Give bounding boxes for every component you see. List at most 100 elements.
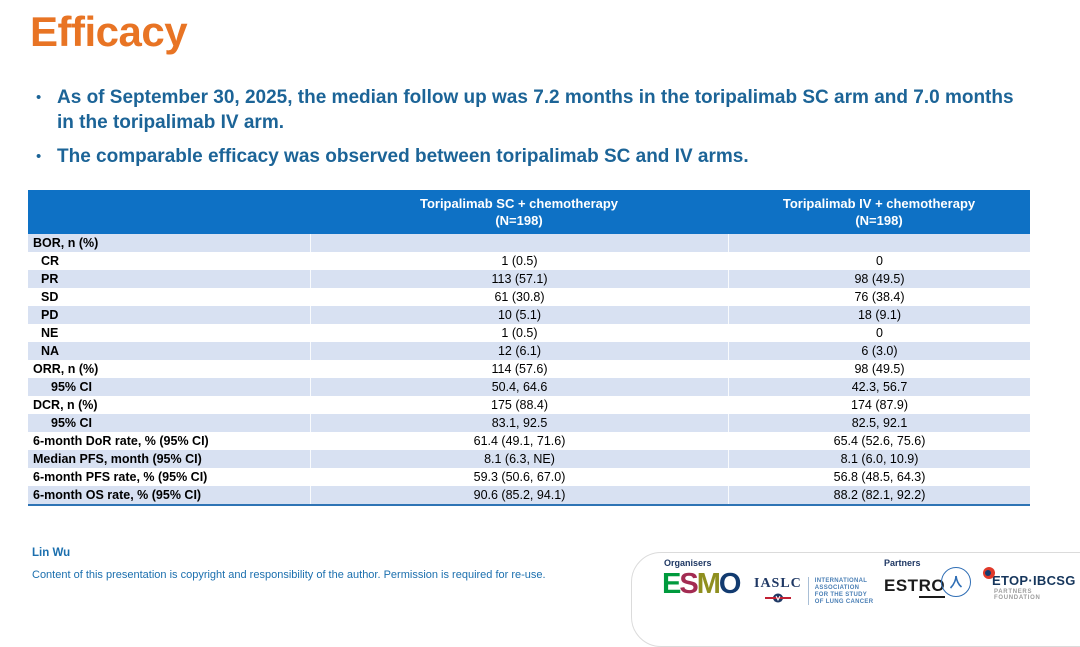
row-value-sc: 10 (5.1) [310,306,728,324]
row-label: DCR, n (%) [33,398,98,412]
row-label: 6-month PFS rate, % (95% CI) [33,470,208,484]
etop-subtitle: PARTNERS FOUNDATION [994,589,1041,601]
row-label: NE [41,326,59,340]
row-label: NA [41,344,60,358]
table-row: Median PFS, month (95% CI) 8.1 (6.3, NE)… [28,450,1030,468]
copyright-text: Content of this presentation is copyrigh… [32,569,546,581]
row-value-iv: 8.1 (6.0, 10.9) [728,450,1030,468]
person-icon [949,575,963,589]
bullet-list: As of September 30, 2025, the median fol… [36,85,1026,178]
bullet-text: As of September 30, 2025, the median fol… [57,87,1014,133]
table-row: NA 12 (6.1) 6 (3.0) [28,342,1030,360]
esmo-logo: ESMO [662,568,742,601]
row-value-iv: 88.2 (82.1, 92.2) [728,486,1030,504]
row-value-sc: 113 (57.1) [310,270,728,288]
table-row: 6-month OS rate, % (95% CI) 90.6 (85.2, … [28,486,1030,504]
row-value-iv: 42.3, 56.7 [728,378,1030,396]
etop-ibcsg-logo: ETOP·IBCSG PARTNERS FOUNDATION [983,567,1080,601]
header-cell-sc: Toripalimab SC + chemotherapy (N=198) [310,190,728,234]
author-name: Lin Wu [32,547,71,559]
iaslc-logo: IASLC INTERNATIONAL ASSOCIATION FOR THE … [754,576,873,606]
esmo-letter: M [696,568,721,600]
iaslc-fullname: INTERNATIONAL ASSOCIATION FOR THE STUDY … [814,578,874,605]
row-label: 6-month OS rate, % (95% CI) [33,488,202,502]
bullet-item: The comparable efficacy was observed bet… [36,144,1026,169]
row-value-sc: 61 (30.8) [310,288,728,306]
table-header-row: Toripalimab SC + chemotherapy (N=198) To… [28,190,1030,234]
row-label: BOR, n (%) [33,236,99,250]
header-label-cell [28,190,310,234]
row-value-iv: 82.5, 92.1 [728,414,1030,432]
bullet-icon [36,144,57,169]
table-row: CR 1 (0.5) 0 [28,252,1030,270]
bullet-icon [36,85,57,135]
etop-globe-icon [983,567,995,579]
row-value-sc: 114 (57.6) [310,360,728,378]
header-cell-iv: Toripalimab IV + chemotherapy (N=198) [728,190,1030,234]
estro-text: EST [884,576,919,595]
col-iv-n: (N=198) [855,213,903,228]
row-value-iv: 56.8 (48.5, 64.3) [728,468,1030,486]
row-value-sc: 50.4, 64.6 [310,378,728,396]
col-sc-title: Toripalimab SC + chemotherapy [419,196,619,211]
row-label: 95% CI [51,416,92,430]
estro-text-underlined: RO [918,576,946,598]
organisers-label: Organisers [664,558,712,568]
slide-title: Efficacy [30,8,188,55]
row-value-iv: 65.4 (52.6, 75.6) [728,432,1030,450]
row-value-sc: 12 (6.1) [310,342,728,360]
bullet-item: As of September 30, 2025, the median fol… [36,85,1026,135]
table-row: BOR, n (%) [28,234,1030,252]
row-value-sc: 1 (0.5) [310,252,728,270]
row-label: 6-month DoR rate, % (95% CI) [33,434,209,448]
row-value-iv: 0 [728,324,1030,342]
table-row: PD 10 (5.1) 18 (9.1) [28,306,1030,324]
esmo-letter: S [679,568,698,600]
row-label: 95% CI [51,380,92,394]
partners-label: Partners [884,558,921,568]
col-iv-title: Toripalimab IV + chemotherapy [782,196,976,211]
row-value-iv: 98 (49.5) [728,360,1030,378]
row-value-sc: 61.4 (49.1, 71.6) [310,432,728,450]
bullet-text: The comparable efficacy was observed bet… [57,146,749,167]
row-value-sc: 59.3 (50.6, 67.0) [310,468,728,486]
row-value-iv [728,234,1030,252]
etop-name: ETOP·IBCSG [992,573,1076,588]
row-label: Median PFS, month (95% CI) [33,452,202,466]
table-row: 95% CI 50.4, 64.6 42.3, 56.7 [28,378,1030,396]
iaslc-divider [807,577,809,605]
estro-logo: ESTRO [884,576,946,598]
iaslc-emblem-icon [764,593,791,603]
row-value-iv: 6 (3.0) [728,342,1030,360]
table-row: 6-month PFS rate, % (95% CI) 59.3 (50.6,… [28,468,1030,486]
row-value-iv: 174 (87.9) [728,396,1030,414]
row-label: CR [41,254,60,268]
table-row: 95% CI 83.1, 92.5 82.5, 92.1 [28,414,1030,432]
esmo-letter: O [718,568,742,600]
row-value-iv: 0 [728,252,1030,270]
csco-circle-logo [941,567,971,597]
row-value-sc: 8.1 (6.3, NE) [310,450,728,468]
col-sc-n: (N=198) [495,213,543,228]
row-value-iv: 18 (9.1) [728,306,1030,324]
table-row: PR 113 (57.1) 98 (49.5) [28,270,1030,288]
table-row: DCR, n (%) 175 (88.4) 174 (87.9) [28,396,1030,414]
iaslc-wordmark: IASLC [754,576,802,603]
table-row: ORR, n (%) 114 (57.6) 98 (49.5) [28,360,1030,378]
row-value-sc: 83.1, 92.5 [310,414,728,432]
esmo-letter: E [662,568,681,600]
table-row: SD 61 (30.8) 76 (38.4) [28,288,1030,306]
row-value-sc: 90.6 (85.2, 94.1) [310,486,728,504]
row-value-sc [310,234,728,252]
row-value-sc: 175 (88.4) [310,396,728,414]
row-value-sc: 1 (0.5) [310,324,728,342]
row-value-iv: 98 (49.5) [728,270,1030,288]
row-label: SD [41,290,59,304]
efficacy-table: Toripalimab SC + chemotherapy (N=198) To… [28,190,1030,506]
iaslc-acronym: IASLC [754,576,802,591]
table-row: NE 1 (0.5) 0 [28,324,1030,342]
row-label: PD [41,308,59,322]
table-row: 6-month DoR rate, % (95% CI) 61.4 (49.1,… [28,432,1030,450]
row-label: PR [41,272,59,286]
row-label: ORR, n (%) [33,362,99,376]
